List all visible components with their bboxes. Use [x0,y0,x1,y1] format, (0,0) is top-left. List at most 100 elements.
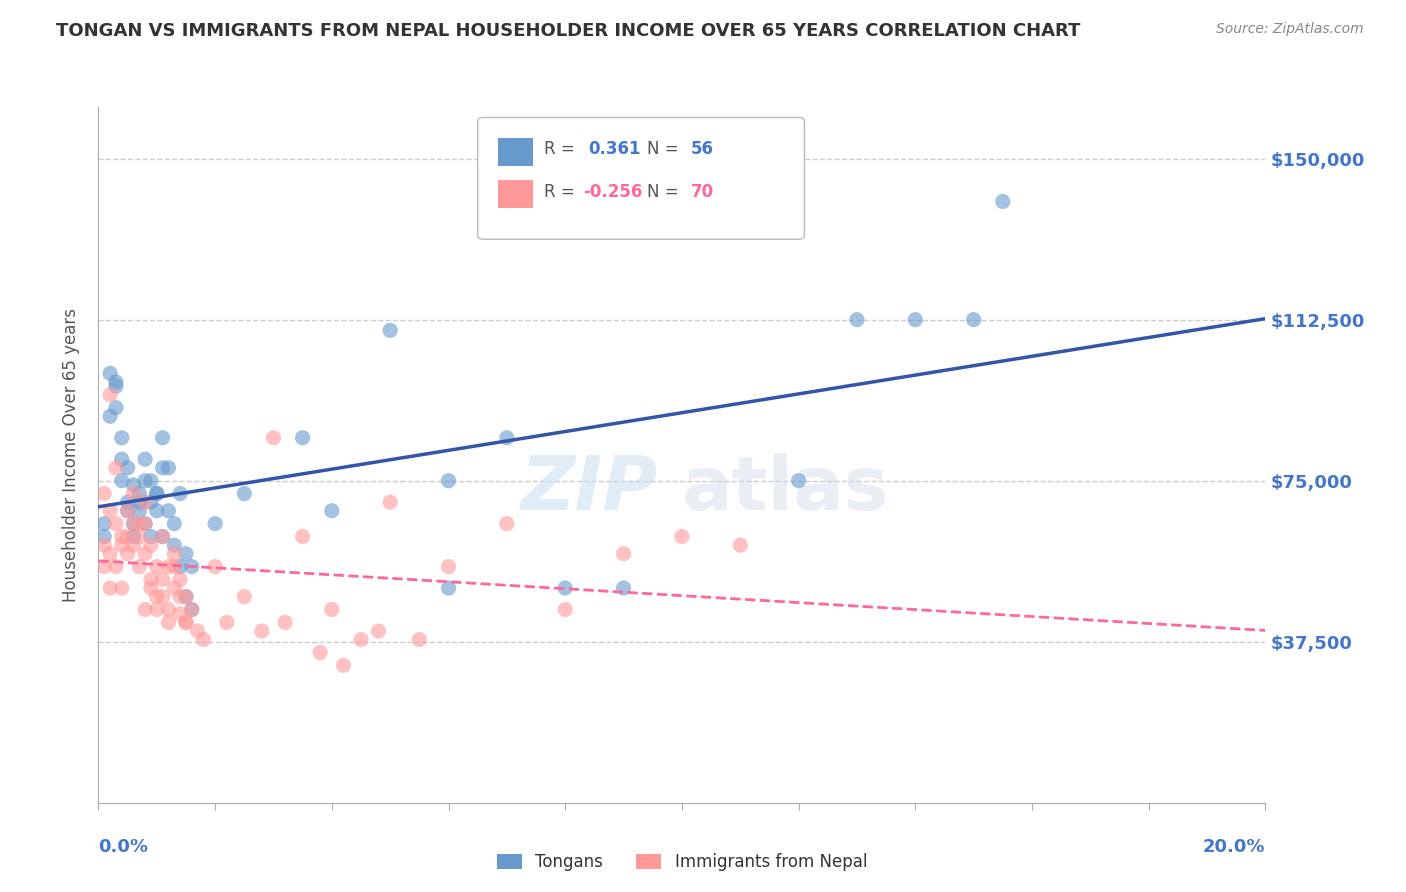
Point [146,559,169,574]
Legend: Tongans, Immigrants from Nepal: Tongans, Immigrants from Nepal [491,847,873,878]
Point [117,529,139,543]
Point [152,590,174,604]
Text: TONGAN VS IMMIGRANTS FROM NEPAL HOUSEHOLDER INCOME OVER 65 YEARS CORRELATION CHA: TONGAN VS IMMIGRANTS FROM NEPAL HOUSEHOL… [56,22,1081,40]
Point [437,581,460,595]
Point [139,529,162,543]
Point [174,547,197,561]
Point [204,516,226,531]
Point [117,504,139,518]
Text: atlas: atlas [682,453,889,526]
Point [332,658,354,673]
Point [309,645,332,659]
Text: 0.361: 0.361 [589,140,641,158]
Text: N =: N = [647,183,683,201]
Point [157,559,180,574]
Point [146,504,169,518]
Text: R =: R = [544,140,585,158]
Point [93,486,115,500]
Point [174,615,197,630]
Point [134,516,156,531]
Text: 0.0%: 0.0% [98,838,149,855]
Point [169,486,191,500]
Point [146,486,169,500]
Point [262,431,284,445]
Point [612,547,634,561]
Point [845,312,868,326]
Point [134,474,156,488]
Point [152,460,174,475]
Point [787,474,810,488]
Point [378,495,402,509]
Point [962,312,984,326]
Point [122,538,145,552]
Point [187,624,209,638]
Point [93,516,115,531]
Point [291,529,314,543]
Point [128,504,150,518]
Point [98,367,121,381]
Point [152,529,174,543]
Point [111,529,134,543]
Point [122,516,145,531]
Point [128,495,150,509]
Point [111,538,134,552]
Point [117,547,139,561]
Point [117,460,139,475]
Point [122,478,145,492]
Point [152,573,174,587]
Point [122,516,145,531]
Point [117,495,139,509]
Point [437,559,460,574]
Point [146,590,169,604]
Point [163,538,186,552]
Point [104,559,127,574]
Point [134,547,156,561]
Point [93,529,115,543]
Point [350,632,373,647]
Point [378,323,402,337]
Bar [498,138,533,166]
Point [250,624,273,638]
Point [98,547,121,561]
Text: N =: N = [647,140,683,158]
Point [169,590,191,604]
Point [180,602,202,616]
Text: R =: R = [544,183,585,201]
Bar [498,180,533,208]
Point [233,590,256,604]
Point [728,538,751,552]
Point [98,409,121,424]
FancyBboxPatch shape [478,118,804,239]
Point [98,581,121,595]
Point [157,602,180,616]
Point [98,504,121,518]
Point [180,559,202,574]
Point [128,516,150,531]
Point [104,375,127,389]
Point [612,581,634,595]
Point [193,632,215,647]
Point [104,516,127,531]
Point [139,495,162,509]
Point [291,431,314,445]
Point [671,529,693,543]
Point [139,538,162,552]
Point [104,379,127,393]
Point [122,529,145,543]
Point [163,581,186,595]
Point [233,486,256,500]
Point [128,529,150,543]
Point [122,486,145,500]
Point [174,615,197,630]
Point [111,431,134,445]
Point [163,547,186,561]
Point [146,602,169,616]
Point [169,573,191,587]
Text: 70: 70 [692,183,714,201]
Point [98,388,121,402]
Point [554,581,576,595]
Point [554,602,576,616]
Point [904,312,927,326]
Point [152,431,174,445]
Point [163,559,186,574]
